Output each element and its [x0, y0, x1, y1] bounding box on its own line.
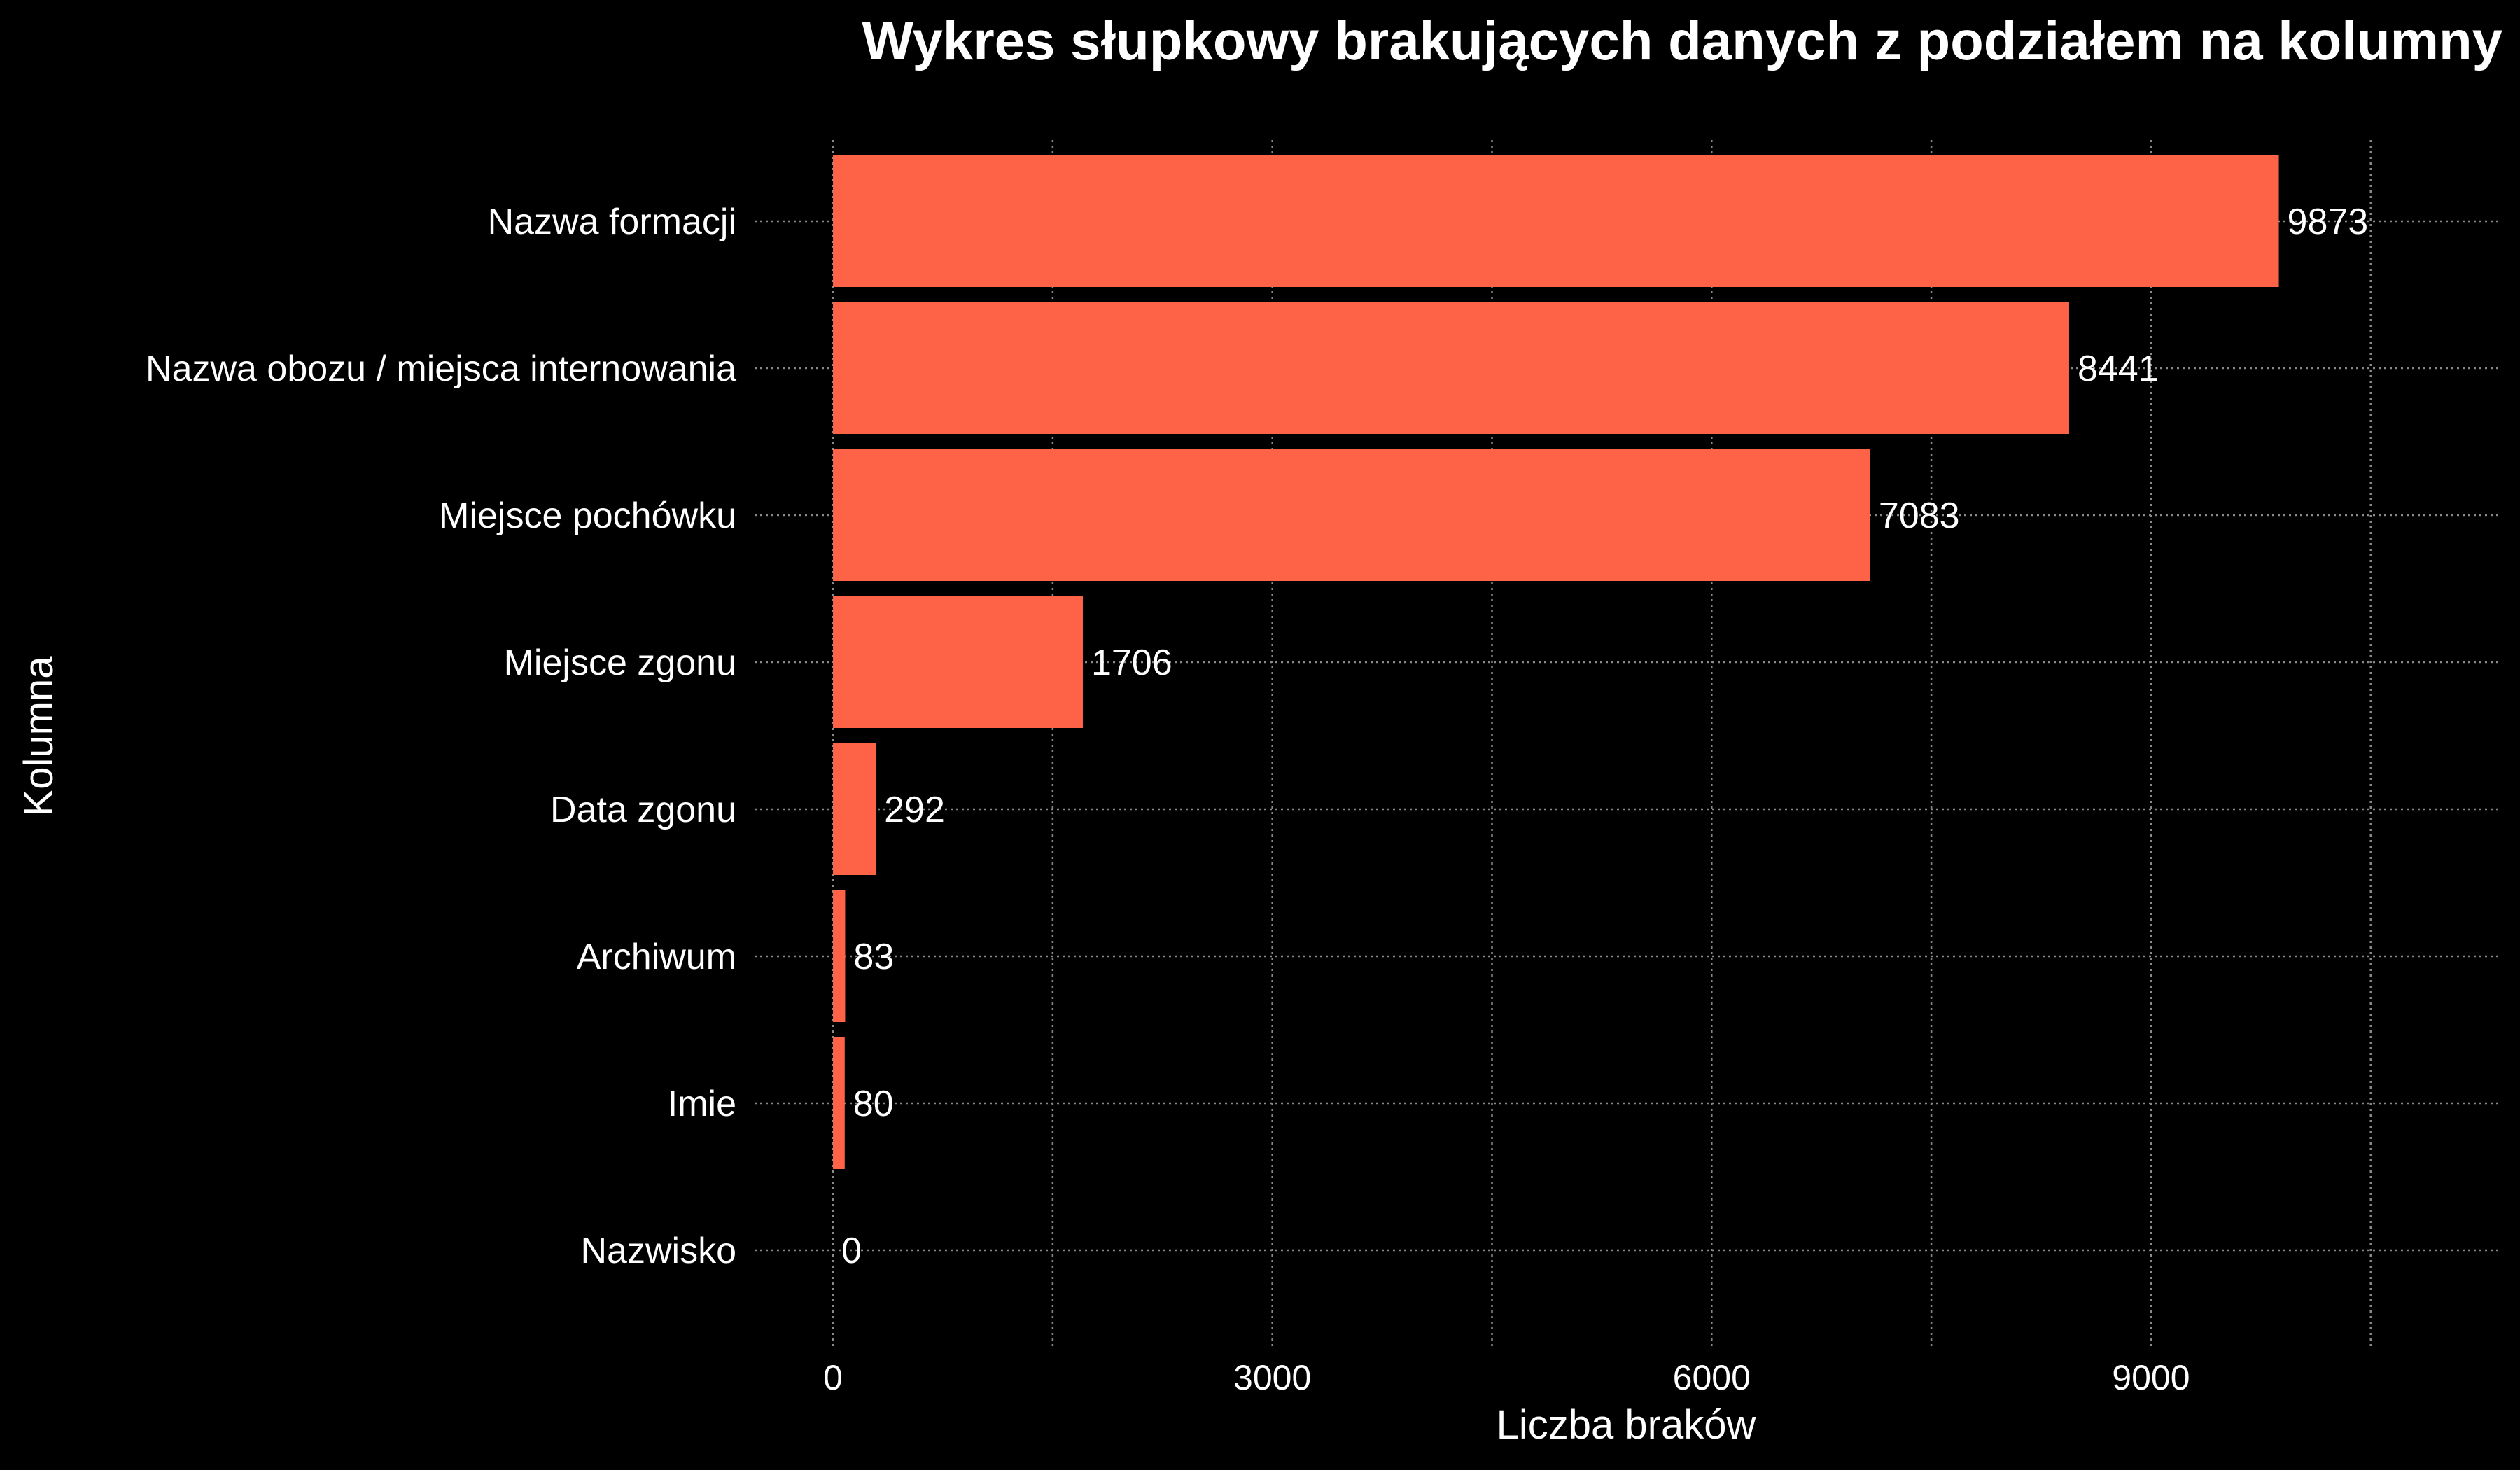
data-label: 80	[853, 1084, 894, 1124]
bar	[833, 1037, 845, 1169]
data-label: 7083	[1879, 496, 1960, 536]
x-tick-label: 3000	[1233, 1358, 1311, 1397]
bar	[833, 302, 2069, 434]
data-label: 8441	[2078, 349, 2159, 389]
data-label: 83	[853, 937, 894, 977]
x-tick-label: 0	[823, 1358, 843, 1397]
data-label: 292	[884, 790, 945, 830]
x-tick-label: 6000	[1673, 1358, 1751, 1397]
data-label: 1706	[1091, 643, 1172, 683]
category-label: Archiwum	[577, 937, 736, 977]
bar	[833, 449, 1870, 581]
category-label: Nazwisko	[581, 1231, 737, 1271]
category-label: Data zgonu	[550, 790, 736, 830]
category-label: Miejsce zgonu	[504, 643, 736, 683]
bar	[833, 743, 876, 875]
bar	[833, 155, 2279, 287]
y-axis-label: Kolumna	[16, 656, 62, 817]
bar	[833, 596, 1083, 728]
data-label: 9873	[2288, 202, 2369, 242]
bar	[833, 890, 846, 1022]
category-label: Nazwa obozu / miejsca internowania	[146, 349, 736, 389]
bars-layer	[833, 155, 2279, 1169]
category-label: Miejsce pochówku	[439, 496, 736, 536]
category-label: Imie	[668, 1084, 736, 1124]
x-axis-label: Liczba braków	[1497, 1402, 1757, 1448]
chart-title: Wykres słupkowy brakujących danych z pod…	[862, 10, 2502, 71]
x-tick-label: 9000	[2112, 1358, 2190, 1397]
category-label: Nazwa formacji	[488, 202, 736, 242]
labels-layer: Nazwa formacji 9873 Nazwa obozu / miejsca …	[146, 202, 2368, 1397]
data-label: 0	[841, 1231, 862, 1271]
